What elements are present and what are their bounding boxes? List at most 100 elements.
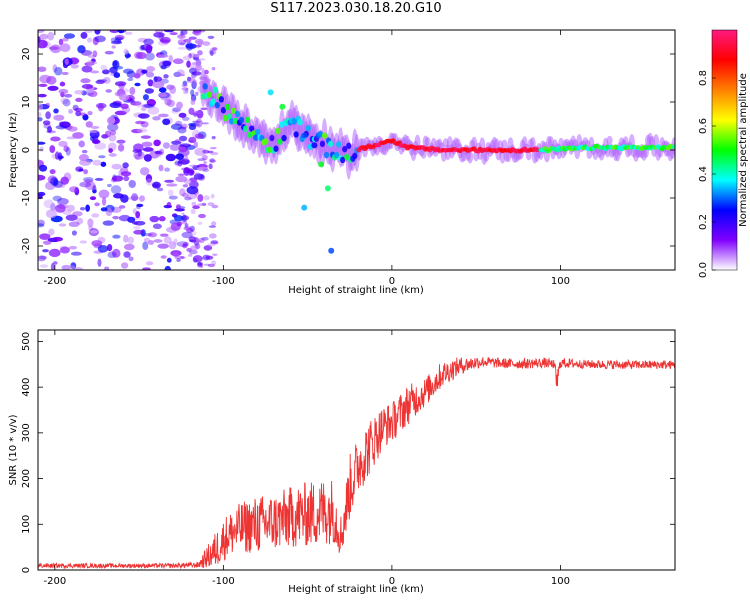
noise-blob (50, 136, 61, 142)
noise-blob (181, 212, 185, 215)
noise-blob (143, 38, 154, 46)
noise-blob (188, 253, 193, 257)
noise-blob (62, 98, 71, 107)
noise-blob (98, 189, 110, 199)
noise-blob (135, 51, 147, 60)
noise-blob (58, 38, 64, 46)
noise-blob (114, 36, 124, 41)
noise-blob (54, 204, 66, 213)
noise-blob (201, 236, 209, 241)
noise-blob (47, 85, 59, 91)
noise-blob (197, 194, 204, 202)
noise-blob (80, 50, 93, 56)
noise-blob (89, 70, 100, 74)
noise-blob (92, 50, 98, 58)
track-core (247, 131, 253, 139)
snr-x-tick-label: 0 (389, 576, 395, 587)
noise-blob (191, 68, 200, 71)
noise-blob (91, 240, 103, 247)
noise-blob (187, 140, 194, 143)
noise-blob (142, 241, 149, 251)
noise-blob (123, 68, 134, 74)
noise-blob (120, 262, 129, 269)
noise-blob (192, 120, 201, 123)
track-core (279, 121, 285, 128)
snr-y-ticks: 0 100 200 300 400 500 (21, 332, 675, 573)
noise-blob (168, 241, 177, 250)
spectrogram-y-ticks: -20 -10 0 10 20 (21, 48, 675, 254)
noise-blob (180, 126, 187, 130)
track-core (249, 125, 255, 132)
noise-blob (162, 118, 171, 126)
noise-blob (78, 168, 84, 172)
noise-blob (38, 83, 48, 88)
noise-blob (192, 255, 203, 263)
noise-blob (196, 40, 204, 46)
noise-blob (118, 93, 130, 101)
noise-blob (136, 128, 148, 133)
noise-blob (52, 64, 58, 73)
colorbar-tick-label: 0.6 (698, 118, 709, 134)
noise-blob (127, 236, 135, 245)
snr-x-tick-label: -200 (44, 576, 67, 587)
track-core (232, 117, 239, 125)
noise-blob (194, 172, 201, 180)
noise-blob (193, 30, 202, 36)
noise-blob (140, 135, 151, 139)
noise-blob (85, 121, 93, 128)
noise-blob (116, 139, 126, 144)
noise-blob (39, 264, 49, 268)
noise-blob (156, 187, 164, 192)
track-core (269, 134, 275, 142)
noise-blob (145, 44, 153, 54)
noise-blob (120, 103, 129, 110)
noise-blob (48, 248, 61, 258)
noise-blob (185, 42, 194, 51)
noise-blob (152, 181, 161, 189)
noise-blob (177, 47, 187, 50)
noise-blob (165, 153, 176, 162)
noise-blob (203, 263, 210, 266)
noise-blob (133, 229, 144, 235)
noise-blob (154, 76, 163, 82)
noise-blob (142, 147, 154, 152)
spectrogram-x-label: Height of straight line (km) (288, 285, 424, 296)
noise-blob (181, 116, 190, 121)
noise-blob (117, 143, 125, 152)
noise-blob (194, 133, 204, 140)
noise-blob (70, 64, 79, 69)
noise-blob (85, 181, 96, 191)
noise-blob (70, 251, 82, 256)
noise-blob (97, 258, 102, 267)
noise-blob (59, 246, 70, 254)
track-branch-blob (291, 118, 298, 125)
noise-blob (128, 256, 134, 262)
colorbar-tick-label: 0.4 (698, 166, 709, 182)
track-core (220, 107, 226, 114)
colorbar-tick-label: 0.0 (698, 262, 709, 278)
noise-blob (194, 38, 204, 45)
noise-blob (179, 143, 192, 148)
noise-blob (139, 195, 145, 202)
noise-blob (187, 193, 198, 200)
track-core (327, 140, 334, 148)
noise-blob (135, 211, 141, 219)
noise-blob (211, 66, 216, 71)
noise-blob (48, 46, 60, 51)
noise-blob (159, 148, 165, 156)
noise-blob (38, 30, 45, 34)
noise-blob (66, 136, 77, 140)
noise-blob (177, 39, 187, 46)
noise-blob (187, 76, 192, 82)
noise-blob (145, 71, 155, 78)
noise-blob (166, 183, 178, 187)
snr-panel: -200 -100 0 100 0 100 200 300 400 500 Height of … (8, 329, 676, 595)
noise-blob (140, 106, 147, 112)
noise-blob (144, 88, 154, 94)
noise-blob (83, 30, 94, 33)
noise-blob (109, 30, 120, 34)
track-core (214, 101, 220, 109)
noise-blob (192, 258, 198, 263)
noise-blob (169, 85, 177, 94)
noise-blob (124, 31, 133, 35)
